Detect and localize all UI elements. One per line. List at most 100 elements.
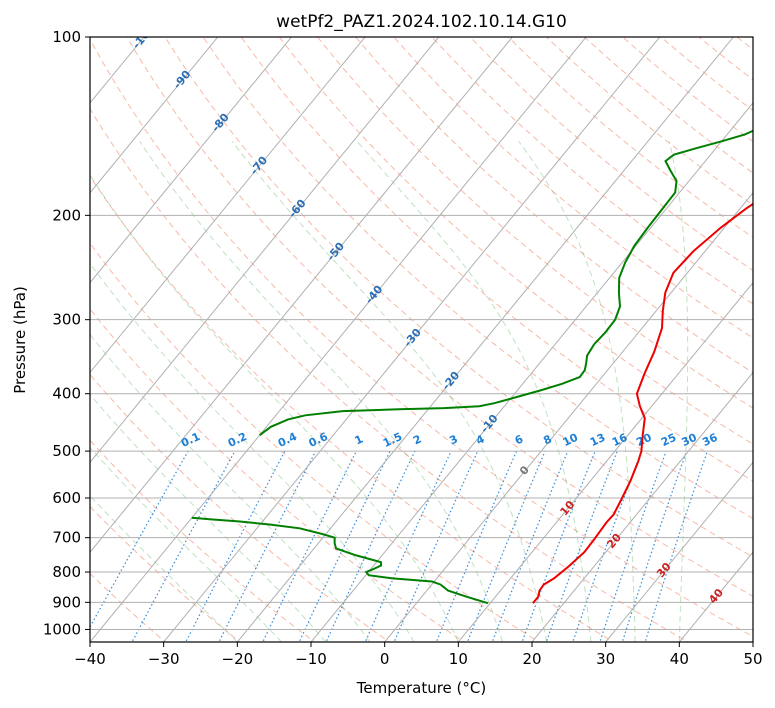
isotherm-line bbox=[678, 551, 753, 642]
y-axis-title: Pressure (hPa) bbox=[11, 286, 29, 394]
mixing-ratio-line bbox=[262, 450, 357, 642]
dry-adiabat-line bbox=[736, 37, 753, 51]
x-tick-label: 0 bbox=[380, 650, 390, 668]
mixing-ratio-label: 1 bbox=[353, 432, 365, 447]
x-axis: −40 −30 −20 −10 0 10 20 30 40 50 bbox=[74, 642, 763, 668]
plot-frame bbox=[89, 36, 754, 643]
dry-adiabat-line bbox=[164, 37, 753, 558]
mixing-ratio-line bbox=[521, 450, 596, 642]
dry-adiabat-line bbox=[317, 37, 753, 409]
x-tick-label: 30 bbox=[596, 650, 615, 668]
mixing-ratio-label: 0.6 bbox=[307, 430, 330, 450]
y-tick-label: 500 bbox=[52, 442, 81, 460]
dry-adiabat-line bbox=[545, 37, 753, 206]
mixing-ratio-label: 16 bbox=[610, 431, 630, 449]
mixing-ratio-line bbox=[621, 450, 688, 642]
moist-adiabat-line bbox=[90, 495, 238, 642]
moist-adiabat-line bbox=[231, 140, 548, 642]
mixing-ratio-line bbox=[325, 450, 416, 642]
y-tick-label: 100 bbox=[52, 28, 81, 46]
x-tick-label: −10 bbox=[295, 650, 327, 668]
mixing-ratio-line bbox=[644, 450, 708, 642]
isopleth-labels: -100-90-80-70-60-50-40-30-20-10010203040… bbox=[130, 37, 726, 606]
dewpoint-profile-line bbox=[259, 129, 753, 437]
mixing-ratio-label: 0.1 bbox=[179, 430, 202, 450]
profile-lines bbox=[191, 129, 753, 605]
isotherm-line bbox=[457, 281, 753, 642]
mixing-ratio-line bbox=[298, 450, 391, 642]
y-tick-label: 600 bbox=[52, 489, 81, 507]
mixing-ratio-line bbox=[466, 450, 546, 642]
mixing-ratio-label: 2 bbox=[411, 432, 423, 447]
mixing-ratio-label: 0.4 bbox=[276, 430, 299, 450]
isotherm-line bbox=[310, 102, 753, 642]
isotherm-line bbox=[384, 192, 753, 642]
y-tick-label: 400 bbox=[52, 385, 81, 403]
x-tick-label: 40 bbox=[670, 650, 689, 668]
isotherm-line bbox=[163, 37, 661, 642]
mixing-ratio-label: 30 bbox=[680, 431, 700, 449]
isotherm-line bbox=[90, 37, 366, 374]
dry-adiabat-line bbox=[393, 37, 753, 339]
y-tick-label: 1000 bbox=[43, 620, 81, 638]
dry-adiabat-line bbox=[90, 242, 540, 642]
isotherm-line bbox=[90, 37, 293, 284]
mixing-ratio-label: 10 bbox=[561, 431, 581, 449]
dry-adiabat-line bbox=[90, 38, 753, 638]
y-tick-label: 300 bbox=[52, 311, 81, 329]
mixing-ratio-label: 4 bbox=[474, 432, 487, 447]
x-tick-label: −30 bbox=[148, 650, 180, 668]
isotherm-line bbox=[90, 37, 587, 642]
mixing-ratio-label: 0.2 bbox=[226, 430, 249, 450]
y-axis: 100 200 300 400 500 600 700 800 900 1000 bbox=[43, 28, 90, 638]
isotherm-line bbox=[90, 37, 440, 464]
moist-adiabat-line bbox=[90, 393, 327, 642]
mixing-ratio-line bbox=[218, 450, 317, 642]
dry-adiabat-line bbox=[90, 373, 391, 642]
x-tick-label: 10 bbox=[449, 650, 468, 668]
mixing-ratio-line bbox=[545, 450, 618, 642]
mixing-ratio-line bbox=[572, 450, 643, 642]
y-tick-label: 200 bbox=[52, 206, 81, 224]
mixing-ratio-label: 36 bbox=[700, 431, 720, 449]
isotherm-line bbox=[531, 371, 753, 642]
isotherm-line bbox=[752, 641, 753, 642]
mixing-ratio-line bbox=[491, 450, 569, 642]
mixing-ratio-label: 13 bbox=[588, 431, 607, 449]
mixing-ratio-line bbox=[435, 450, 518, 642]
dry-adiabat-line bbox=[355, 37, 753, 374]
isotherm-line bbox=[605, 461, 753, 642]
dewpoint-profile-line bbox=[191, 516, 489, 605]
x-tick-label: 20 bbox=[522, 650, 541, 668]
moist-adiabat-line bbox=[90, 446, 282, 642]
y-tick-label: 800 bbox=[52, 563, 81, 581]
isotherm-line bbox=[0, 24, 8, 645]
dry-adiabat-line bbox=[698, 37, 753, 81]
y-tick-label: 700 bbox=[52, 529, 81, 547]
isotherm-line bbox=[90, 37, 219, 194]
dry-adiabat-line bbox=[202, 37, 753, 520]
dry-adiabat-line bbox=[279, 37, 753, 445]
mixing-ratio-label: 3 bbox=[447, 432, 459, 447]
grid bbox=[0, 24, 753, 645]
dry-adiabat-line bbox=[240, 37, 753, 482]
x-tick-label: 50 bbox=[743, 650, 762, 668]
isotherm-line bbox=[90, 37, 514, 553]
mixing-ratio-label: 25 bbox=[659, 431, 678, 449]
moist-adiabat-line bbox=[90, 174, 459, 642]
mixing-ratio-label: 8 bbox=[541, 432, 553, 447]
chart-title: wetPf2_PAZ1.2024.102.10.14.G10 bbox=[276, 12, 567, 32]
isotherm-line bbox=[236, 37, 735, 642]
mixing-ratio-line bbox=[131, 450, 236, 642]
dry-adiabat-line bbox=[90, 505, 241, 642]
dry-adiabat-line bbox=[469, 37, 753, 272]
mixing-ratio-line bbox=[185, 450, 286, 642]
mixing-ratio-line bbox=[599, 450, 667, 642]
mixing-ratio-label: 20 bbox=[634, 431, 654, 449]
x-axis-title: Temperature (°C) bbox=[356, 679, 486, 697]
y-tick-label: 900 bbox=[52, 593, 81, 611]
x-tick-label: −40 bbox=[74, 650, 106, 668]
x-tick-label: −20 bbox=[222, 650, 254, 668]
temperature-profile-line bbox=[532, 202, 753, 604]
